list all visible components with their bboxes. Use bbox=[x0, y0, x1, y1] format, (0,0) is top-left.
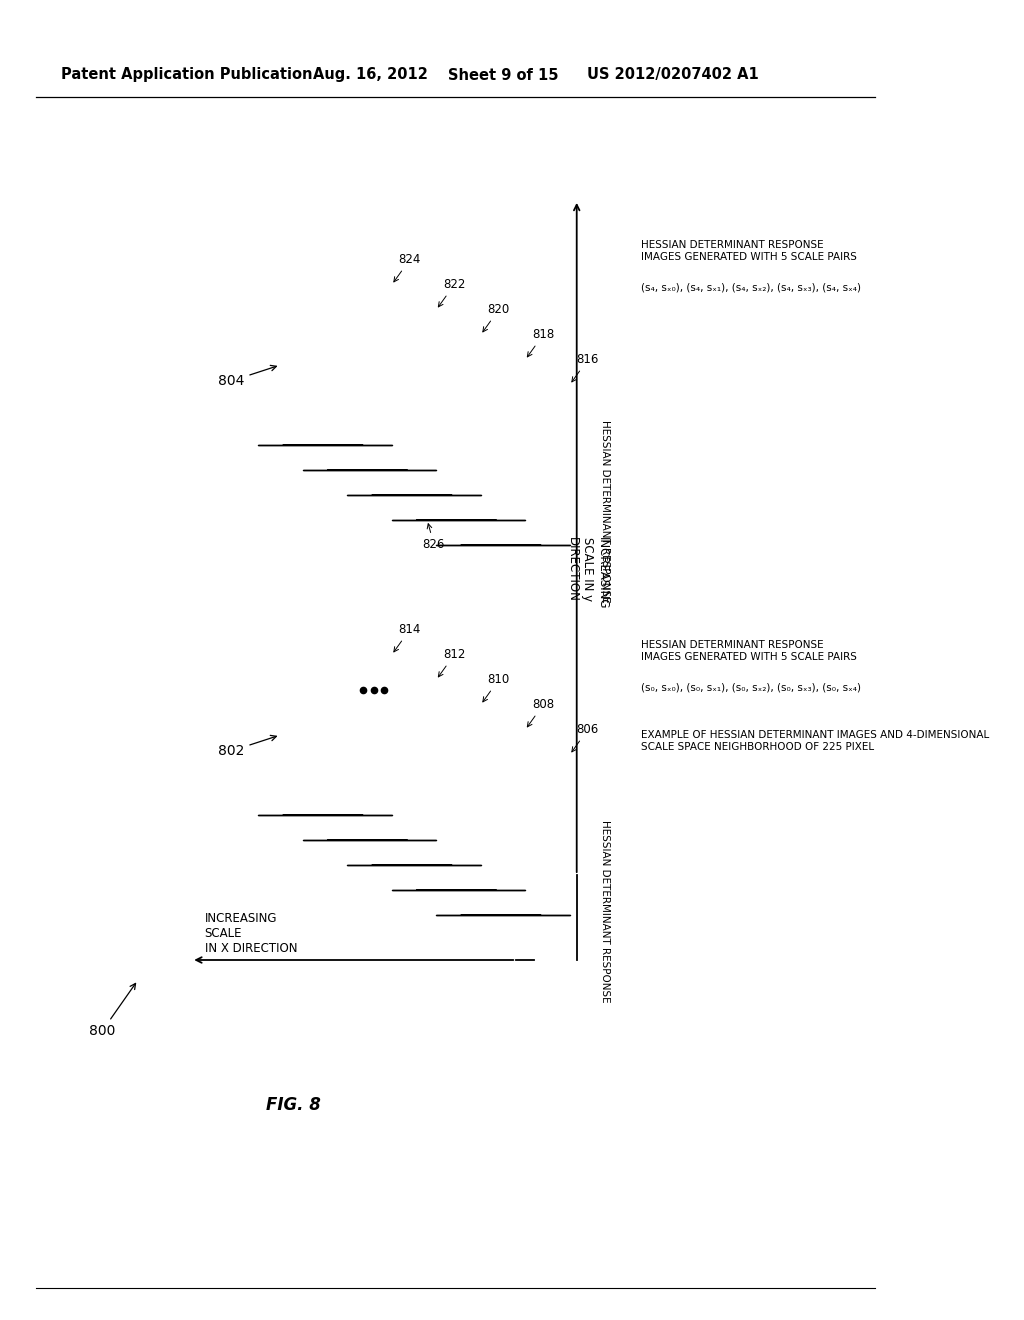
Text: HESSIAN DETERMINANT RESPONSE
IMAGES GENERATED WITH 5 SCALE PAIRS: HESSIAN DETERMINANT RESPONSE IMAGES GENE… bbox=[641, 640, 857, 661]
Text: FIG. 8: FIG. 8 bbox=[266, 1096, 322, 1114]
Text: Sheet 9 of 15: Sheet 9 of 15 bbox=[447, 67, 558, 82]
Text: 822: 822 bbox=[438, 279, 466, 306]
Text: 812: 812 bbox=[438, 648, 466, 677]
Text: INCREASING
SCALE IN y
DIRECTION: INCREASING SCALE IN y DIRECTION bbox=[566, 537, 609, 610]
Text: 816: 816 bbox=[571, 352, 599, 381]
Text: (s₀, sₓ₀), (s₀, sₓ₁), (s₀, sₓ₂), (s₀, sₓ₃), (s₀, sₓ₄): (s₀, sₓ₀), (s₀, sₓ₁), (s₀, sₓ₂), (s₀, sₓ… bbox=[641, 682, 861, 692]
Text: 818: 818 bbox=[527, 327, 554, 356]
Text: INCREASING
SCALE
IN X DIRECTION: INCREASING SCALE IN X DIRECTION bbox=[205, 912, 297, 954]
Text: 824: 824 bbox=[394, 253, 421, 282]
Text: 826: 826 bbox=[423, 524, 445, 550]
Text: 820: 820 bbox=[483, 304, 510, 331]
Text: (s₄, sₓ₀), (s₄, sₓ₁), (s₄, sₓ₂), (s₄, sₓ₃), (s₄, sₓ₄): (s₄, sₓ₀), (s₄, sₓ₁), (s₄, sₓ₂), (s₄, sₓ… bbox=[641, 282, 861, 292]
Text: 804: 804 bbox=[218, 366, 276, 388]
Text: HESSIAN DETERMINANT RESPONSE: HESSIAN DETERMINANT RESPONSE bbox=[600, 820, 610, 1003]
Text: EXAMPLE OF HESSIAN DETERMINANT IMAGES AND 4-DIMENSIONAL
SCALE SPACE NEIGHBORHOOD: EXAMPLE OF HESSIAN DETERMINANT IMAGES AN… bbox=[641, 730, 989, 751]
Text: Patent Application Publication: Patent Application Publication bbox=[60, 67, 312, 82]
Text: US 2012/0207402 A1: US 2012/0207402 A1 bbox=[588, 67, 759, 82]
Text: 802: 802 bbox=[218, 735, 276, 758]
Text: 808: 808 bbox=[527, 698, 554, 727]
Text: Aug. 16, 2012: Aug. 16, 2012 bbox=[313, 67, 428, 82]
Text: HESSIAN DETERMINANT RESPONSE: HESSIAN DETERMINANT RESPONSE bbox=[600, 420, 610, 603]
Text: 810: 810 bbox=[483, 673, 510, 702]
Text: HESSIAN DETERMINANT RESPONSE
IMAGES GENERATED WITH 5 SCALE PAIRS: HESSIAN DETERMINANT RESPONSE IMAGES GENE… bbox=[641, 240, 857, 261]
Text: 814: 814 bbox=[394, 623, 421, 652]
Text: 800: 800 bbox=[89, 983, 135, 1038]
Text: 806: 806 bbox=[571, 723, 599, 752]
